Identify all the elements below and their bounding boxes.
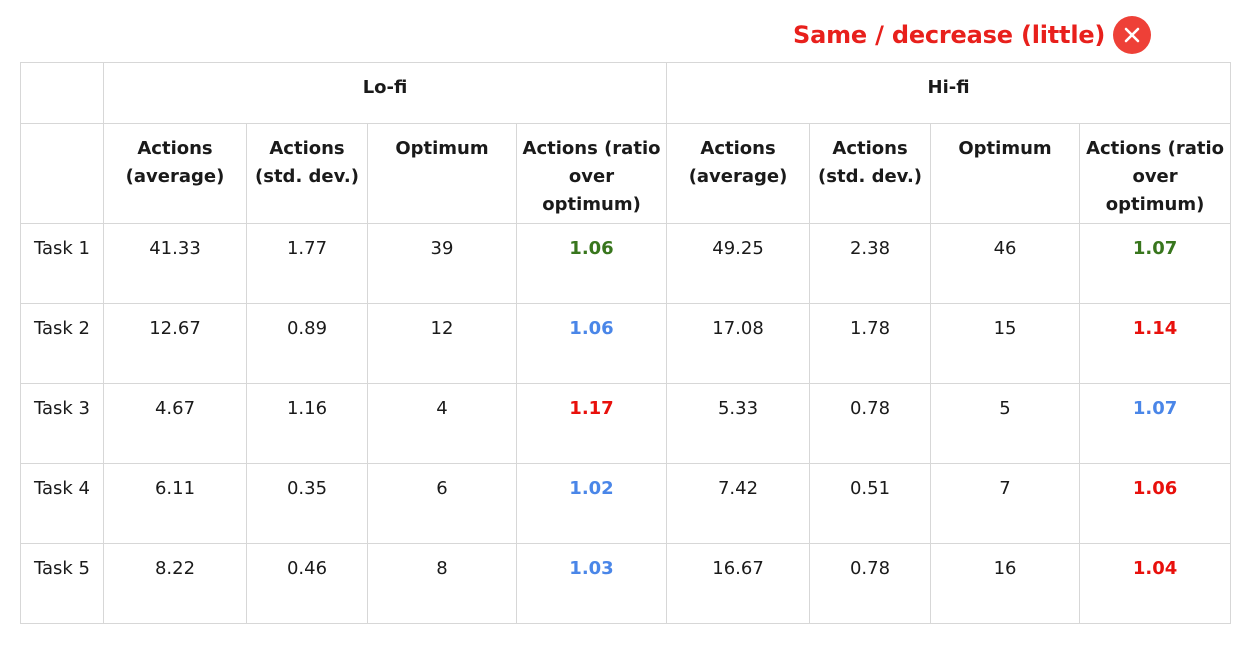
hifi-optimum: 16	[930, 543, 1081, 624]
col-header-lofi-actions-std: Actions (std. dev.)	[246, 123, 368, 224]
col-header-lofi-ratio: Actions (ratio over optimum)	[515, 123, 668, 224]
hifi-actions-std: 0.78	[809, 543, 932, 624]
column-header-row: Actions (average) Actions (std. dev.) Op…	[20, 123, 1232, 224]
hifi-ratio: 1.07	[1079, 223, 1232, 304]
lofi-actions-avg: 4.67	[103, 383, 247, 464]
group-header-hifi: Hi-fi	[666, 62, 1232, 124]
lofi-actions-std: 1.16	[246, 383, 368, 464]
hifi-optimum: 15	[930, 303, 1081, 384]
hifi-optimum: 46	[930, 223, 1081, 304]
corner-cell-2	[20, 123, 104, 224]
table-row: Task 3 4.67 1.16 4 1.17 5.33 0.78 5 1.07	[20, 383, 1232, 464]
close-icon[interactable]	[1113, 16, 1152, 54]
table-row: Task 5 8.22 0.46 8 1.03 16.67 0.78 16 1.…	[20, 543, 1232, 624]
hifi-ratio: 1.04	[1079, 543, 1232, 624]
lofi-ratio: 1.06	[515, 303, 668, 384]
hifi-actions-std: 0.51	[809, 463, 932, 544]
hifi-ratio: 1.14	[1079, 303, 1232, 384]
hifi-actions-avg: 5.33	[666, 383, 811, 464]
legend: Same / decrease (little)	[793, 16, 1152, 54]
table-row: Task 4 6.11 0.35 6 1.02 7.42 0.51 7 1.06	[20, 463, 1232, 544]
col-header-lofi-optimum: Optimum	[367, 123, 517, 224]
lofi-optimum: 39	[367, 223, 517, 304]
lofi-ratio: 1.02	[515, 463, 668, 544]
lofi-ratio: 1.17	[515, 383, 668, 464]
task-label: Task 3	[20, 383, 104, 464]
lofi-actions-avg: 41.33	[103, 223, 247, 304]
task-label: Task 1	[20, 223, 104, 304]
table-row: Task 1 41.33 1.77 39 1.06 49.25 2.38 46 …	[20, 223, 1232, 304]
lofi-actions-avg: 12.67	[103, 303, 247, 384]
col-header-hifi-ratio: Actions (ratio over optimum)	[1079, 123, 1232, 224]
lofi-actions-std: 0.35	[246, 463, 368, 544]
lofi-actions-std: 0.46	[246, 543, 368, 624]
hifi-actions-avg: 16.67	[666, 543, 811, 624]
lofi-ratio: 1.06	[515, 223, 668, 304]
lofi-actions-std: 1.77	[246, 223, 368, 304]
lofi-optimum: 8	[367, 543, 517, 624]
hifi-optimum: 7	[930, 463, 1081, 544]
hifi-actions-std: 0.78	[809, 383, 932, 464]
lofi-actions-std: 0.89	[246, 303, 368, 384]
table-row: Task 2 12.67 0.89 12 1.06 17.08 1.78 15 …	[20, 303, 1232, 384]
lofi-actions-avg: 8.22	[103, 543, 247, 624]
col-header-hifi-actions-std: Actions (std. dev.)	[809, 123, 932, 224]
results-table: Lo-fi Hi-fi Actions (average) Actions (s…	[20, 62, 1232, 624]
task-label: Task 2	[20, 303, 104, 384]
col-header-hifi-optimum: Optimum	[930, 123, 1081, 224]
hifi-actions-avg: 49.25	[666, 223, 811, 304]
hifi-ratio: 1.06	[1079, 463, 1232, 544]
lofi-optimum: 12	[367, 303, 517, 384]
hifi-ratio: 1.07	[1079, 383, 1232, 464]
lofi-ratio: 1.03	[515, 543, 668, 624]
lofi-optimum: 6	[367, 463, 517, 544]
task-label: Task 5	[20, 543, 104, 624]
legend-label: Same / decrease (little)	[793, 21, 1106, 49]
group-header-row: Lo-fi Hi-fi	[20, 62, 1232, 124]
col-header-lofi-actions-avg: Actions (average)	[103, 123, 247, 224]
task-label: Task 4	[20, 463, 104, 544]
close-icon-glyph	[1124, 27, 1140, 43]
hifi-actions-std: 2.38	[809, 223, 932, 304]
lofi-actions-avg: 6.11	[103, 463, 247, 544]
lofi-optimum: 4	[367, 383, 517, 464]
hifi-actions-std: 1.78	[809, 303, 932, 384]
hifi-actions-avg: 17.08	[666, 303, 811, 384]
col-header-hifi-actions-avg: Actions (average)	[666, 123, 811, 224]
hifi-optimum: 5	[930, 383, 1081, 464]
corner-cell	[20, 62, 104, 124]
group-header-lofi: Lo-fi	[102, 62, 668, 124]
hifi-actions-avg: 7.42	[666, 463, 811, 544]
